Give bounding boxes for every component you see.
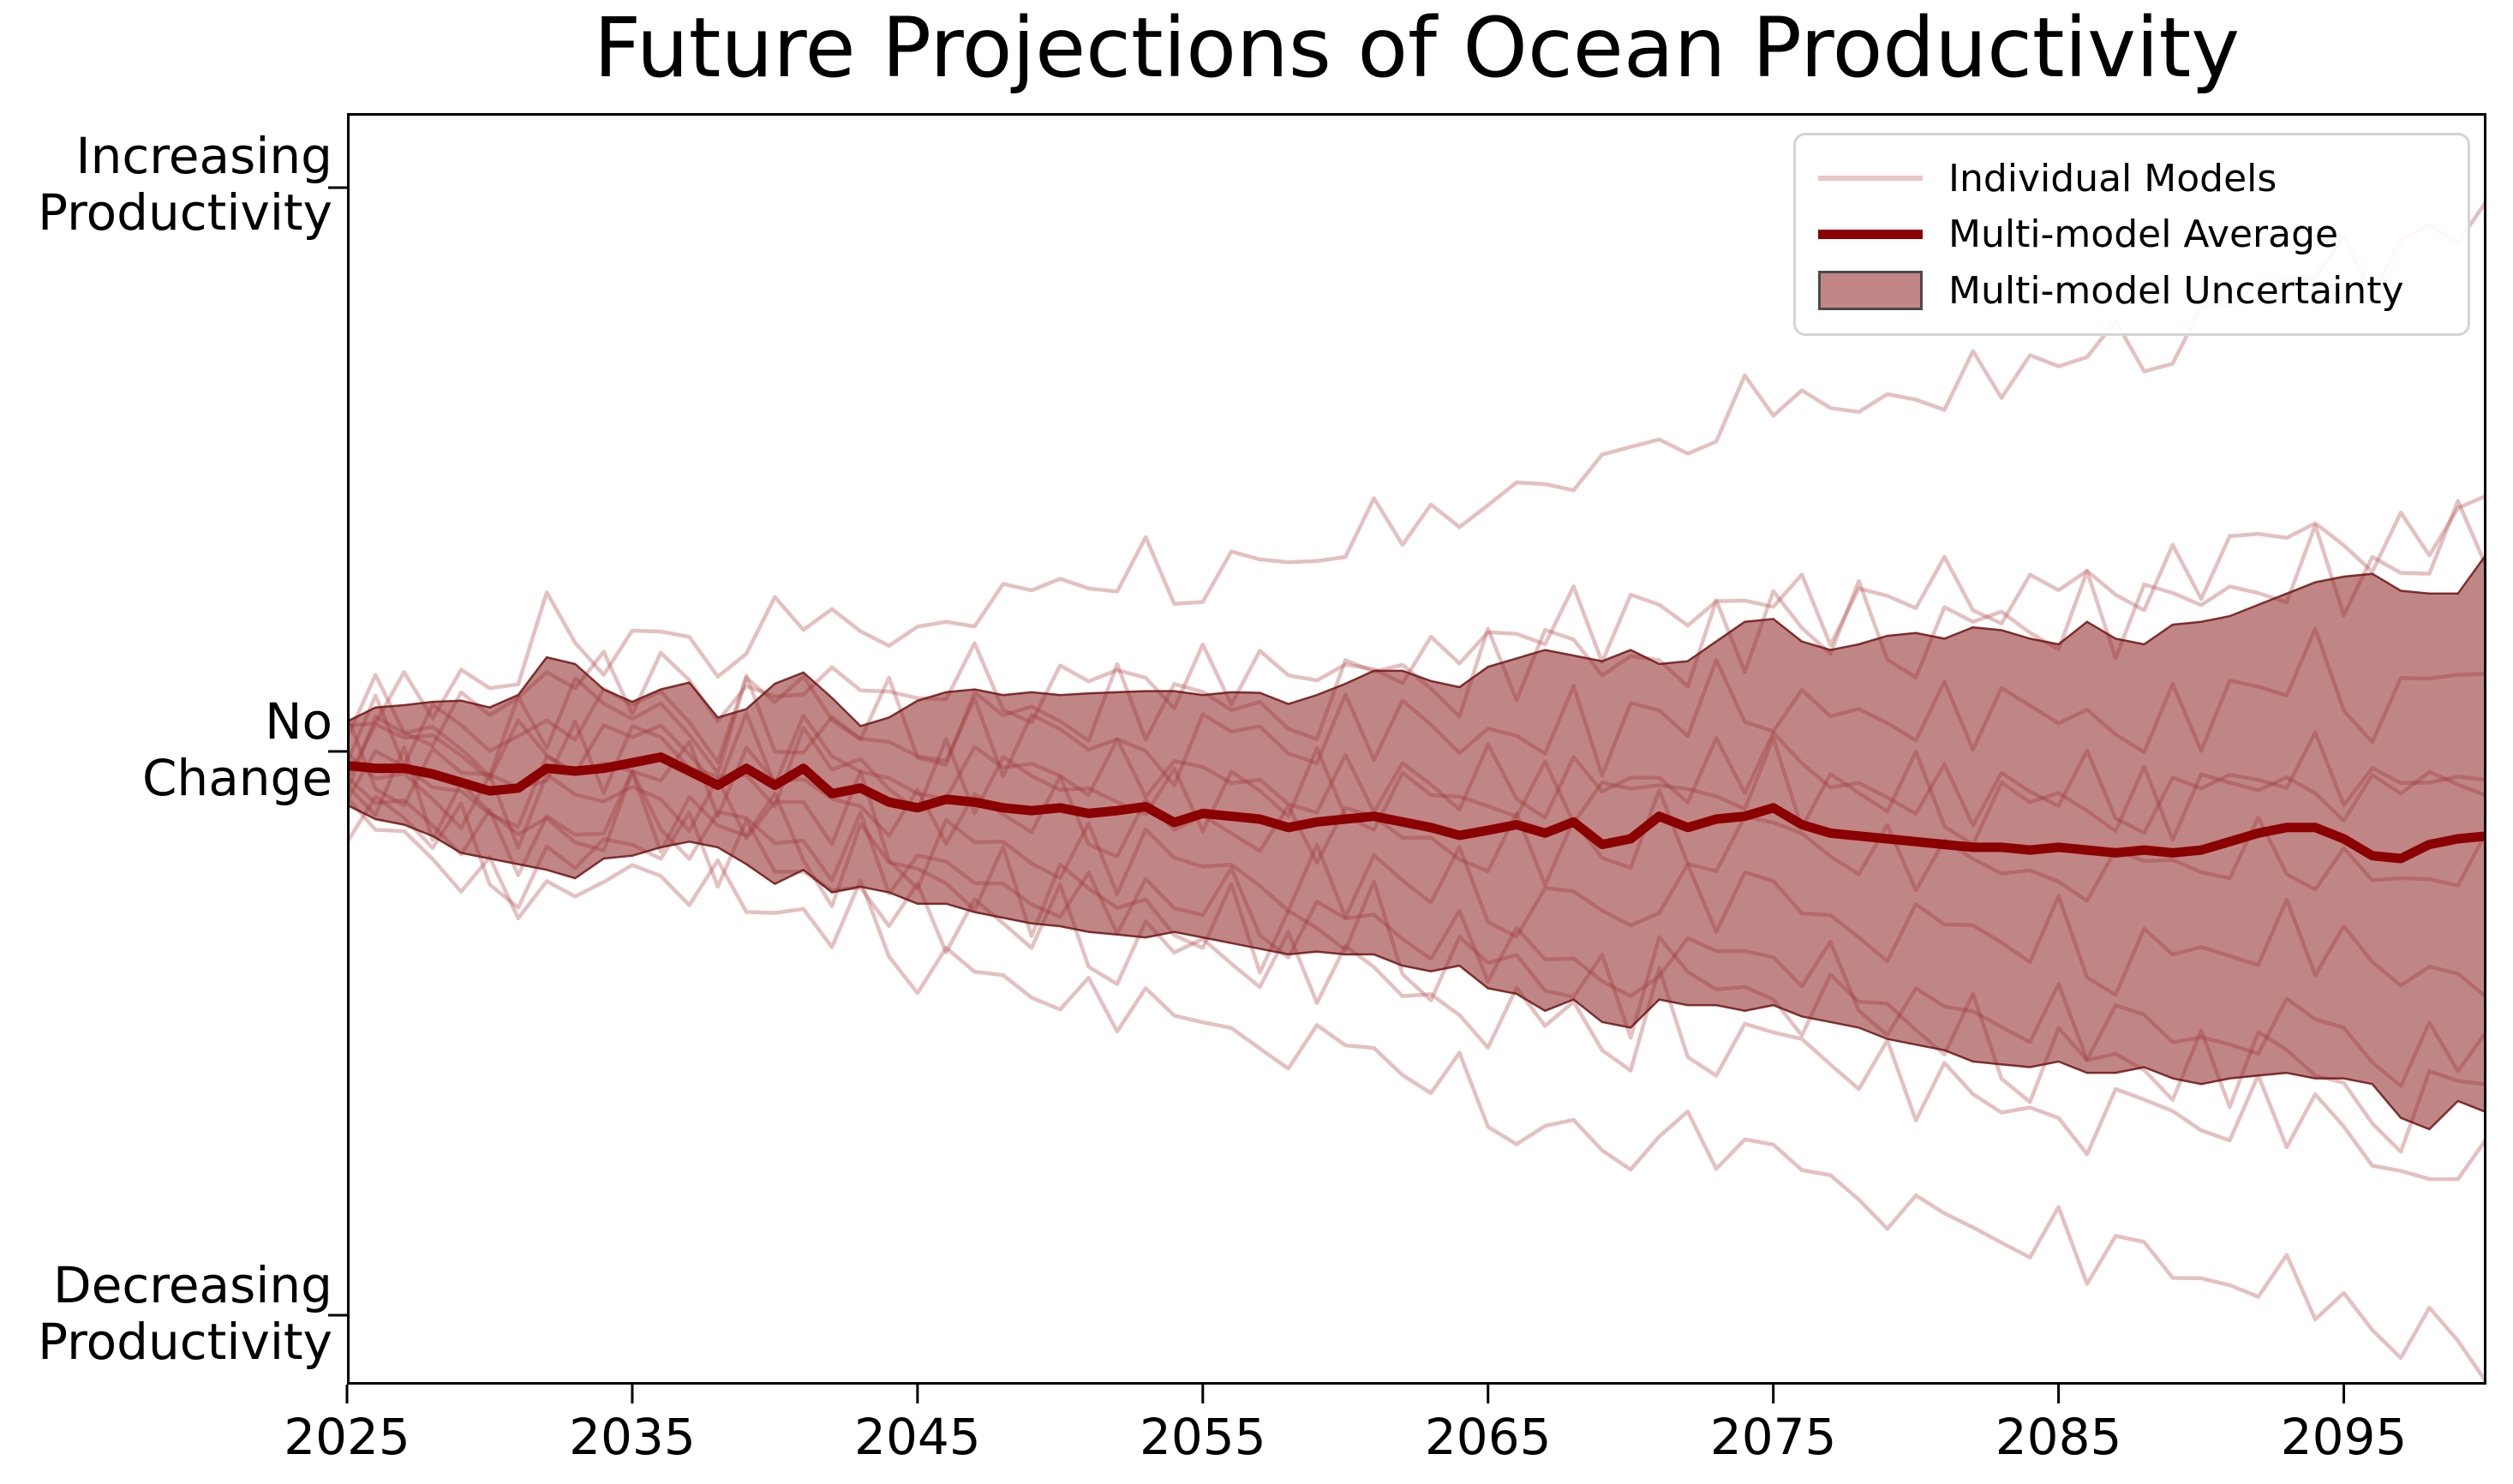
x-tick-label: 2035 — [569, 1408, 696, 1466]
y-tick-label-no-change: No Change — [142, 693, 332, 806]
y-tick-label-line: Productivity — [38, 1313, 332, 1371]
y-tick-label-line: Productivity — [38, 183, 332, 242]
individual-model-line — [347, 796, 2486, 1384]
individual-model-line — [347, 200, 2486, 728]
x-tick-label: 2095 — [2280, 1408, 2408, 1466]
x-tick-label: 2065 — [1424, 1408, 1552, 1466]
plot-data-layer — [347, 200, 2486, 1384]
legend-label: Multi-model Uncertainty — [1948, 268, 2404, 313]
legend-swatch-multi-model-average — [1818, 230, 1923, 239]
legend-label: Multi-model Average — [1948, 212, 2339, 256]
uncertainty-band — [347, 552, 2486, 1131]
legend-item-individual-models: Individual Models — [1818, 157, 2445, 200]
legend-item-multi-model-average: Multi-model Average — [1818, 212, 2445, 256]
x-tick-label: 2055 — [1139, 1408, 1266, 1466]
y-tick-label-decreasing-productivity: Decreasing Productivity — [38, 1257, 332, 1370]
chart-title: Future Projections of Ocean Productivity — [593, 0, 2241, 96]
x-tick-label: 2025 — [284, 1408, 410, 1466]
patch-swatch-icon — [1818, 271, 1923, 310]
individual-model-line — [347, 794, 2486, 1182]
multi-model-average-line — [347, 752, 2486, 864]
legend-label: Individual Models — [1948, 156, 2277, 200]
y-tick-label-increasing-productivity: Increasing Productivity — [38, 128, 332, 241]
x-tick-label: 2085 — [1995, 1408, 2122, 1466]
thick-line-swatch-icon — [1818, 230, 1923, 239]
thin-line-swatch-icon — [1818, 176, 1923, 181]
legend-item-multi-model-uncertainty: Multi-model Uncertainty — [1818, 269, 2445, 313]
x-tick-label: 2075 — [1709, 1408, 1837, 1466]
legend: Individual Models Multi-model Average Mu… — [1793, 133, 2470, 336]
x-tick-label: 2045 — [854, 1408, 981, 1466]
legend-swatch-individual-models — [1818, 176, 1923, 181]
plot-frame — [347, 113, 2486, 1385]
y-tick-label-line: Change — [141, 749, 332, 807]
y-tick-label-line: Increasing — [75, 127, 332, 185]
y-tick-label-line: Decreasing — [53, 1256, 332, 1314]
y-tick-label-line: No — [265, 692, 332, 751]
legend-swatch-multi-model-uncertainty — [1818, 271, 1923, 310]
